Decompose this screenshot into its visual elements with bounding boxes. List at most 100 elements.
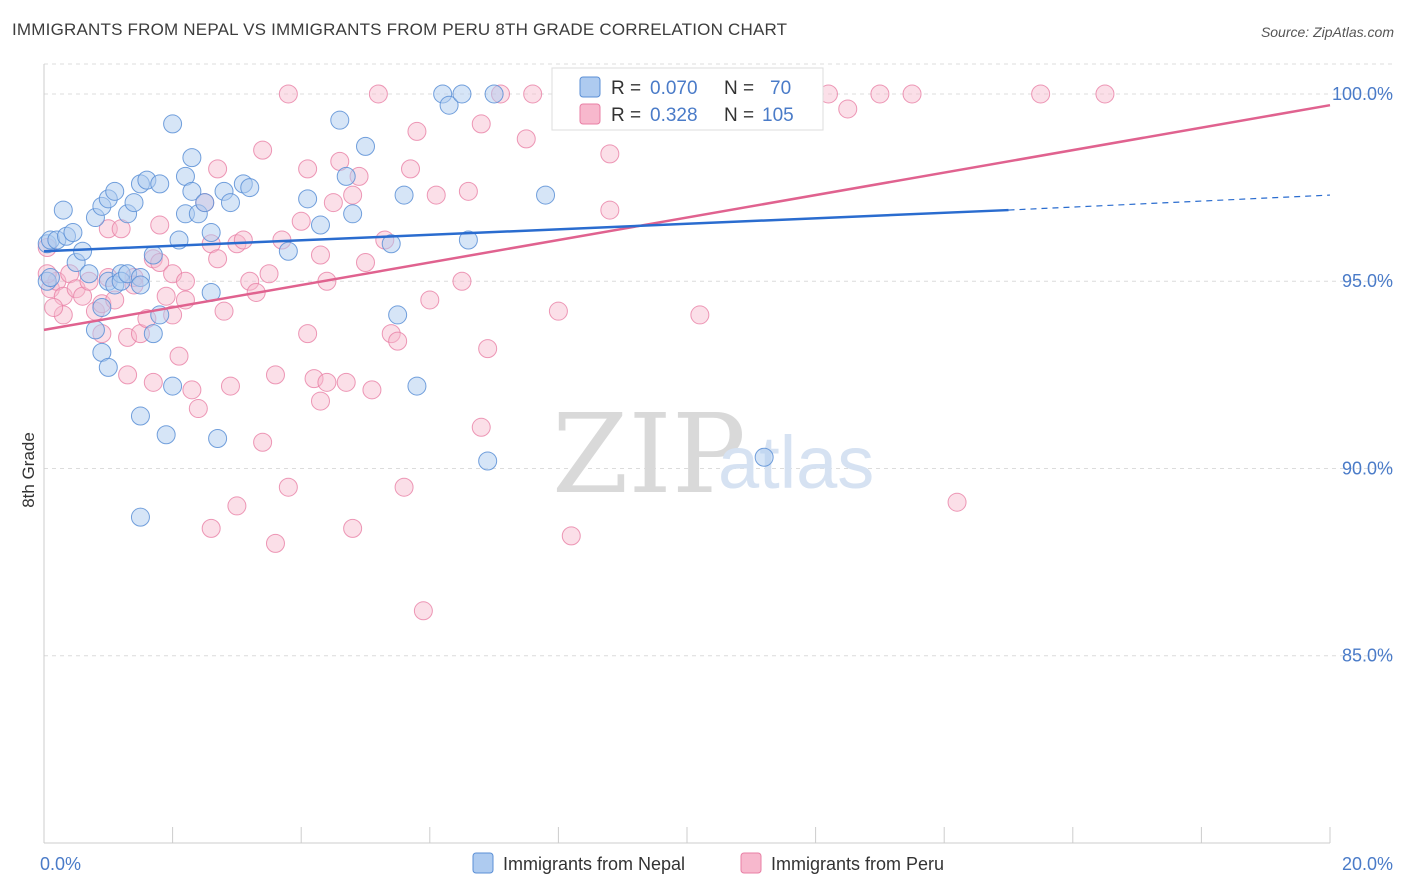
peru-point (600, 200, 620, 220)
peru-point (298, 159, 318, 179)
peru-point (259, 264, 279, 284)
peru-point (182, 380, 202, 400)
peru-point (253, 432, 273, 452)
nepal-point (53, 200, 73, 220)
peru-point (947, 492, 967, 512)
nepal-point (484, 84, 504, 104)
nepal-point (98, 357, 118, 377)
peru-point (343, 185, 363, 205)
nepal-point (163, 114, 183, 134)
chart-title: IMMIGRANTS FROM NEPAL VS IMMIGRANTS FROM… (12, 20, 788, 39)
nepal-trend-extension (1008, 194, 1331, 211)
nepal-point (85, 320, 105, 340)
peru-point (208, 249, 228, 269)
nepal-point (298, 189, 318, 209)
peru-points (37, 84, 1115, 621)
nepal-point (163, 376, 183, 396)
y-tick-label: 85.0% (1342, 646, 1393, 666)
nepal-point (105, 181, 125, 201)
peru-point (690, 305, 710, 325)
bottom-legend-peru: Immigrants from Peru (771, 854, 944, 874)
nepal-point (278, 241, 298, 261)
peru-point (310, 245, 330, 265)
peru-point (278, 84, 298, 104)
nepal-point (452, 84, 472, 104)
peru-point (169, 346, 189, 366)
peru-point (838, 99, 858, 119)
nepal-point (458, 230, 478, 250)
nepal-point (195, 193, 215, 213)
nepal-point (63, 223, 83, 243)
chart-source: Source: ZipAtlas.com (1260, 24, 1394, 40)
peru-point (516, 129, 536, 149)
peru-point (317, 372, 337, 392)
y-tick-label: 95.0% (1342, 271, 1393, 291)
nepal-point (182, 148, 202, 168)
nepal-point (356, 136, 375, 156)
nepal-point (310, 215, 330, 235)
peru-point (388, 331, 408, 351)
nepal-points (37, 84, 774, 527)
peru-point (265, 533, 285, 553)
peru-point (420, 290, 440, 310)
nepal-point (754, 447, 774, 467)
nepal-point (92, 297, 112, 317)
peru-point (44, 297, 64, 317)
peru-point (156, 286, 176, 306)
peru-point (401, 159, 421, 179)
nepal-point (143, 324, 163, 344)
nepal-point (130, 406, 150, 426)
bottom-legend-nepal: Immigrants from Nepal (503, 854, 685, 874)
peru-point (548, 301, 568, 321)
peru-point (253, 140, 273, 160)
nepal-point (208, 429, 228, 449)
peru-point (118, 365, 138, 385)
nepal-point (536, 185, 556, 205)
nepal-point (388, 305, 408, 325)
legend-n-nepal: 70 (770, 78, 791, 99)
peru-point (471, 417, 491, 437)
x-tick-label: 20.0% (1342, 854, 1393, 874)
peru-point (310, 391, 330, 411)
nepal-point (220, 193, 240, 213)
peru-point (336, 372, 356, 392)
peru-point (291, 211, 311, 231)
nepal-point (124, 193, 144, 213)
series-legend: Immigrants from Nepal Immigrants from Pe… (472, 852, 944, 874)
nepal-point (143, 245, 163, 265)
trend-lines (43, 103, 1331, 332)
legend-r-nepal: 0.070 (650, 78, 698, 99)
y-tick-label: 90.0% (1342, 458, 1393, 478)
legend-r-label-nepal: R = (611, 78, 641, 99)
watermark-zip: ZIP (552, 390, 746, 518)
nepal-point (407, 376, 427, 396)
legend-n-label-peru: N = (724, 105, 754, 126)
legend-n-peru: 105 (762, 105, 794, 126)
nepal-point (381, 234, 401, 254)
y-tick-label: 100.0% (1332, 84, 1393, 104)
y-axis-title: 8th Grade (19, 432, 38, 508)
nepal-point (478, 451, 498, 471)
peru-point (188, 399, 208, 419)
legend-swatch-peru (579, 103, 601, 125)
watermark-atlas: atlas (718, 421, 874, 504)
nepal-trend-line (43, 208, 1009, 253)
peru-point (304, 369, 324, 389)
axes (43, 64, 1331, 844)
peru-point (220, 376, 240, 396)
nepal-point (150, 174, 170, 194)
legend-r-peru: 0.328 (650, 105, 698, 126)
peru-point (356, 252, 375, 272)
peru-point (426, 185, 446, 205)
peru-point (471, 114, 491, 134)
peru-point (118, 327, 138, 347)
peru-point (381, 324, 401, 344)
peru-point (1095, 84, 1115, 104)
peru-point (143, 372, 163, 392)
peru-point (208, 159, 228, 179)
peru-point (368, 84, 388, 104)
legend-n-label-nepal: N = (724, 78, 754, 99)
peru-point (870, 84, 890, 104)
peru-point (1031, 84, 1051, 104)
